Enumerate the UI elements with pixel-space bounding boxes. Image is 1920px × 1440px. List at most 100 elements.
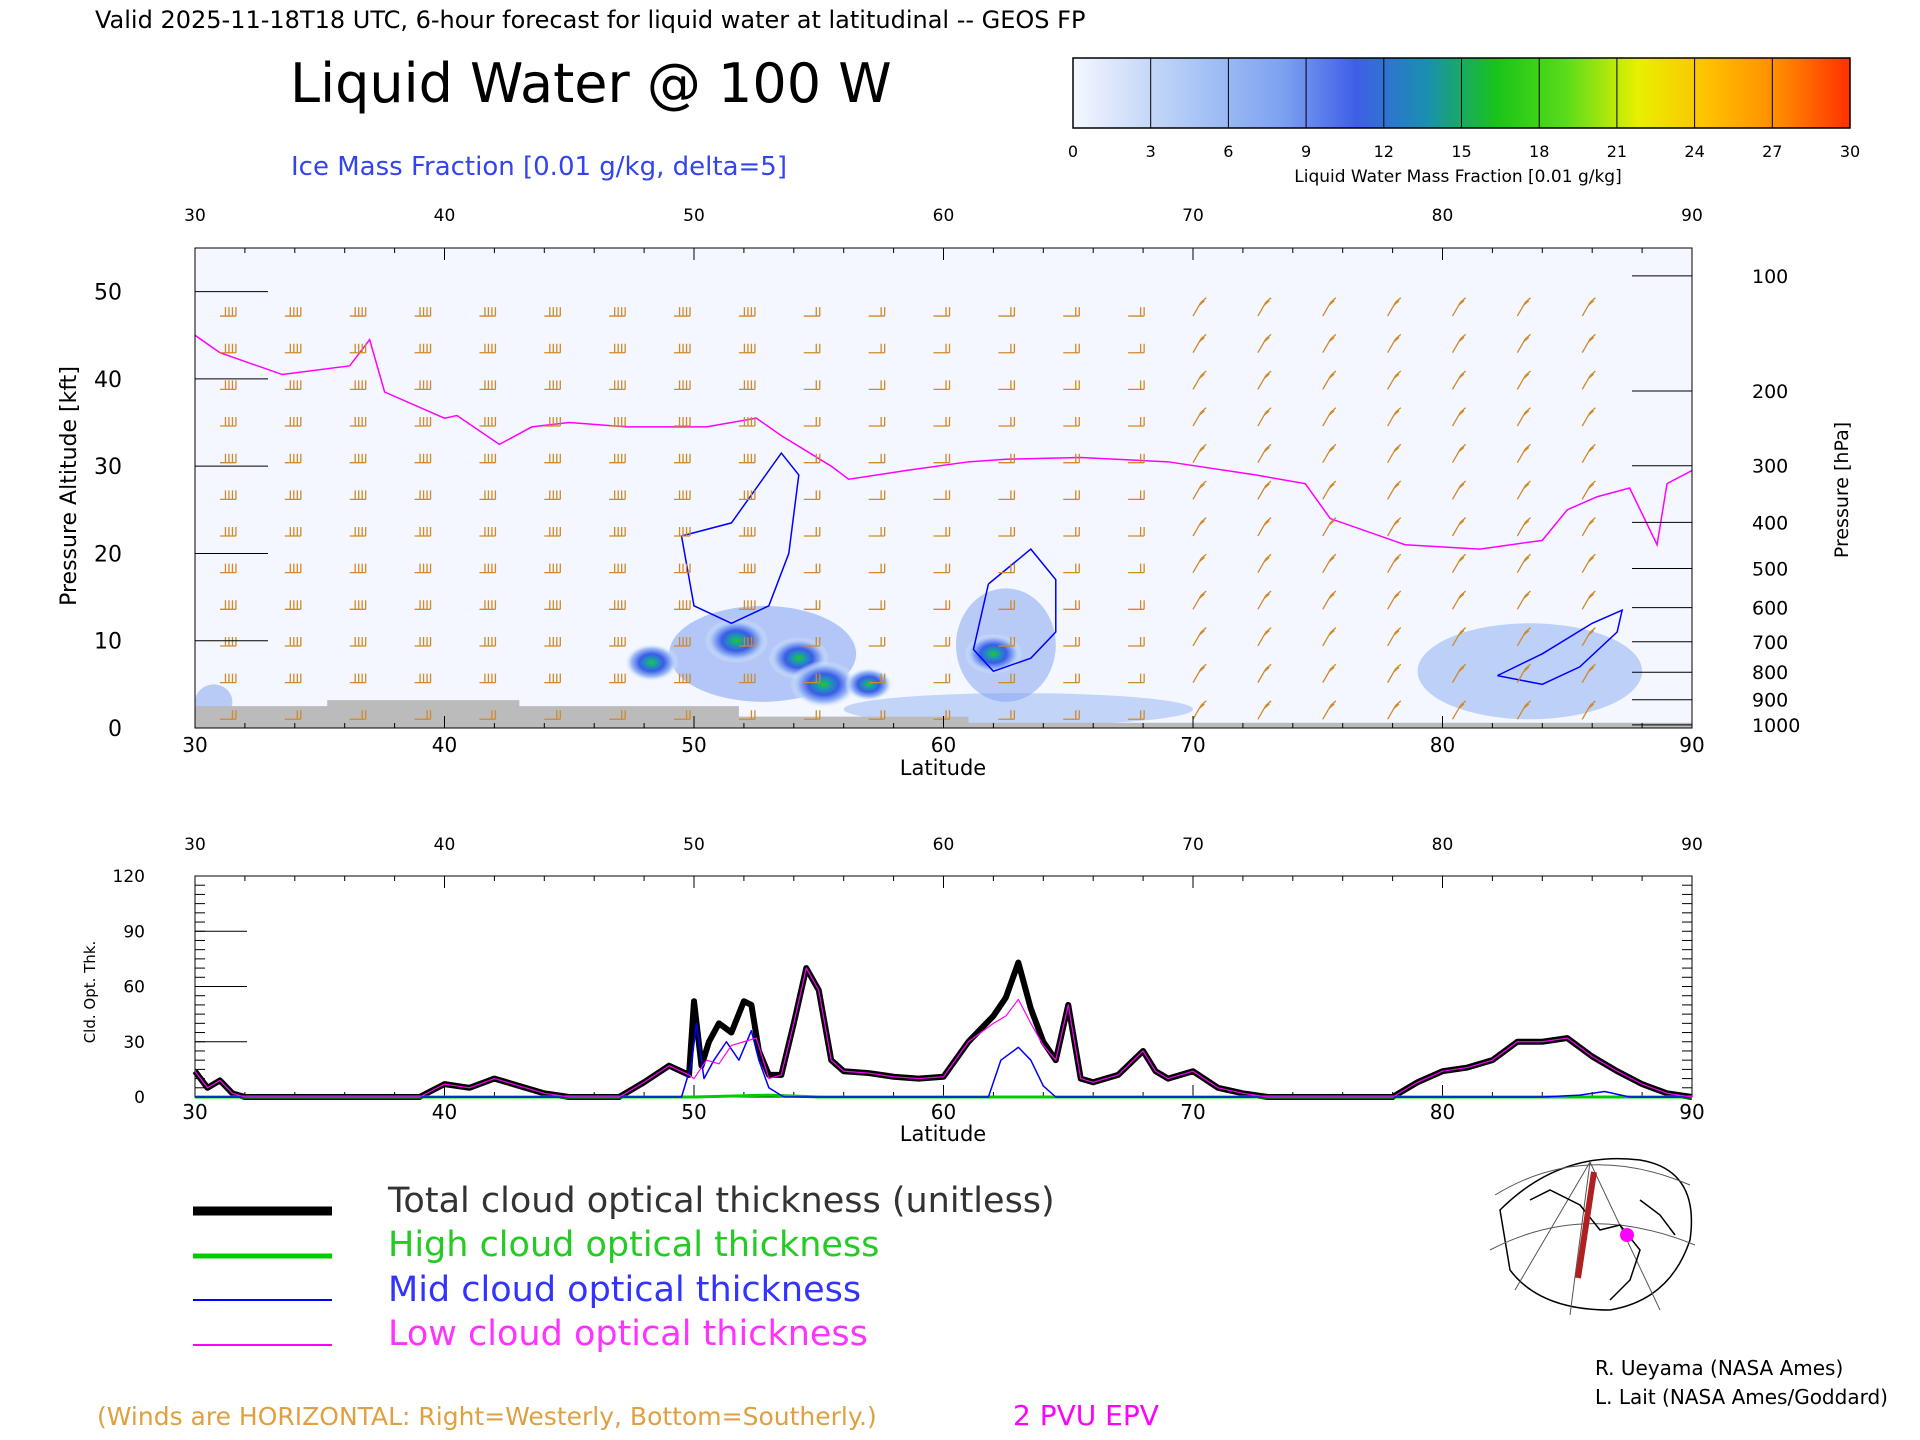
wind-barb (998, 563, 1016, 574)
wind-barb (544, 673, 561, 684)
wind-barb (868, 636, 886, 647)
wind-barb (1063, 417, 1080, 427)
x-tick-label-bottom: 50 (681, 733, 706, 757)
wind-barb (284, 380, 302, 391)
xsec-inner (195, 297, 1692, 728)
wind-barb (1451, 480, 1467, 500)
wind-barb (284, 673, 302, 684)
wind-barb (1192, 480, 1207, 500)
pressure-tick-label: 900 (1752, 690, 1788, 712)
wind-barb (868, 453, 886, 464)
wind-barb (609, 710, 626, 720)
wind-barb (1128, 453, 1145, 464)
wind-barb (414, 563, 432, 574)
wind-barb (1322, 407, 1337, 427)
x-tick-label-bottom: 30 (182, 1100, 207, 1124)
wind-barb (219, 490, 237, 500)
map-location-dot (1620, 1228, 1634, 1242)
wind-barb (1451, 590, 1467, 610)
wind-barb (284, 636, 302, 647)
wind-barb (414, 380, 432, 391)
colorbar-tick-label: 3 (1146, 142, 1156, 161)
wind-barb (868, 563, 886, 574)
colorbar-tick-label: 0 (1068, 142, 1078, 161)
wind-barb (1322, 370, 1337, 390)
wind-barb (1451, 627, 1467, 647)
wind-barb (998, 710, 1016, 720)
wind-barb (674, 636, 691, 647)
wind-barb (1387, 480, 1402, 500)
wind-barb (609, 673, 626, 684)
liquid-water-blob (964, 633, 1023, 674)
wind-barb (933, 490, 951, 500)
wind-barb (674, 417, 691, 427)
wind-barb (1063, 527, 1080, 537)
colorbar-label: Liquid Water Mass Fraction [0.01 g/kg] (1294, 167, 1621, 187)
wind-barb (1581, 627, 1596, 647)
wind-barb (1516, 627, 1531, 647)
location-map-inset (1489, 1157, 1696, 1316)
wind-barb (998, 417, 1016, 427)
colorbar-tick-label: 30 (1840, 142, 1860, 161)
wind-barb (1063, 453, 1080, 464)
wind-barb (1063, 343, 1080, 354)
wind-barb (1516, 553, 1531, 573)
wind-barb (414, 527, 432, 537)
wind-barb (479, 343, 497, 354)
wind-barb (1387, 407, 1402, 427)
wind-barb (933, 636, 951, 647)
series-line-mid (195, 1022, 1692, 1098)
wind-barb (1192, 333, 1207, 354)
wind-barb (284, 600, 302, 610)
wind-barb (933, 453, 951, 464)
wind-barb (803, 343, 821, 354)
cross-section-plot: 3030404050506060707080809090010203040501… (94, 206, 1800, 757)
wind-barb (1192, 297, 1207, 317)
wind-barb (414, 307, 432, 317)
wind-barb (1257, 627, 1272, 647)
wind-barb (1322, 333, 1337, 354)
wind-barb (868, 343, 886, 354)
wind-barb (1257, 297, 1272, 317)
wind-barb (738, 600, 756, 610)
wind-barb (868, 710, 886, 720)
wind-barb (1322, 590, 1337, 610)
pressure-tick-label: 300 (1752, 456, 1788, 478)
wind-barb (1581, 297, 1596, 317)
optical-thickness-plot: 30 30 40 40 50 50 60 60 70 70 80 80 90 90 0 30 60 90 120 (113, 835, 1705, 1124)
wind-barb (674, 673, 691, 684)
wind-barb (933, 380, 951, 391)
wind-barb (738, 563, 756, 574)
wind-barb (1192, 627, 1207, 647)
wind-barb (544, 307, 561, 317)
wind-barb (1257, 443, 1272, 464)
x-tick-label-top: 80 (1432, 835, 1454, 855)
wind-barb (1128, 563, 1145, 574)
wind-barb (609, 636, 626, 647)
x-tick-label-top: 70 (1182, 206, 1204, 226)
wind-barb (544, 636, 561, 647)
wind-barb (1581, 443, 1596, 464)
wind-barb (1451, 370, 1467, 390)
wind-barb (1257, 370, 1272, 390)
wind-barb (479, 527, 497, 537)
wind-barb (1516, 297, 1531, 317)
pressure-tick-label: 600 (1752, 598, 1788, 620)
wind-barb (1451, 517, 1467, 537)
wind-barb (1581, 370, 1596, 390)
pressure-tick-label: 200 (1752, 381, 1788, 403)
legend-label-low: Low cloud optical thickness (388, 1314, 868, 1354)
wind-barb (1128, 380, 1145, 391)
wind-barb (1128, 307, 1145, 317)
wind-barb (1192, 590, 1207, 610)
wind-barb (1257, 517, 1272, 537)
wind-barb (414, 600, 432, 610)
wind-barb (479, 417, 497, 427)
legend-label-mid: Mid cloud optical thickness (388, 1270, 861, 1310)
wind-barb (1257, 407, 1272, 427)
x-tick-label-bottom: 70 (1180, 1100, 1205, 1124)
wind-barb (1516, 370, 1531, 390)
wind-barb (1516, 663, 1531, 683)
wind-barb (1128, 636, 1145, 647)
x-tick-label-top: 90 (1681, 206, 1703, 226)
